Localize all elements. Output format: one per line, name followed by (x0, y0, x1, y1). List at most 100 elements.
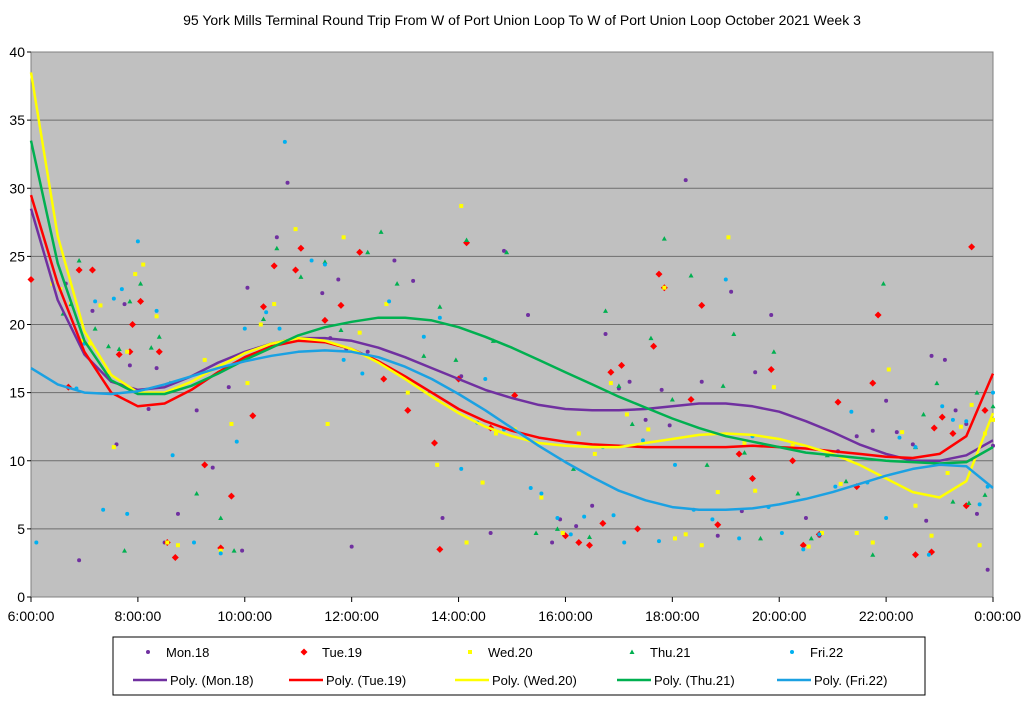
data-point (940, 404, 945, 409)
data-point (154, 366, 159, 371)
data-point (742, 441, 747, 446)
data-point (934, 380, 940, 386)
data-point (138, 281, 144, 286)
data-point (974, 511, 979, 516)
data-point (769, 312, 774, 317)
data-point (603, 308, 609, 313)
data-point (897, 435, 902, 440)
data-point (991, 417, 995, 422)
data-point (741, 450, 747, 455)
data-point (242, 326, 247, 331)
data-point (808, 535, 814, 541)
data-point (129, 321, 137, 328)
data-point (795, 490, 801, 496)
data-point (464, 540, 469, 545)
data-point (77, 558, 82, 563)
data-point (673, 536, 678, 541)
data-point (127, 363, 132, 368)
data-point (404, 406, 412, 414)
data-point (421, 353, 427, 358)
data-point (459, 466, 464, 471)
data-point (834, 398, 842, 406)
x-tick-label: 8:00:00 (115, 608, 162, 624)
data-point (526, 312, 531, 317)
data-point (599, 519, 607, 527)
data-point (483, 377, 488, 381)
data-point (431, 439, 439, 447)
data-point (981, 406, 989, 414)
data-point (175, 543, 180, 548)
data-point (116, 346, 122, 352)
data-point (910, 442, 915, 447)
data-point (539, 491, 544, 496)
data-point (869, 379, 877, 387)
data-point (435, 462, 440, 467)
data-point (154, 308, 159, 313)
data-point (964, 419, 969, 424)
data-point (715, 533, 720, 538)
data-point (90, 308, 95, 313)
data-point (819, 530, 824, 535)
data-point (274, 245, 280, 251)
data-point (171, 553, 179, 561)
data-point (111, 445, 116, 450)
data-point (170, 453, 175, 458)
data-point (79, 338, 84, 343)
data-point (585, 541, 593, 549)
data-point (838, 481, 843, 486)
data-point (76, 257, 82, 263)
data-point (218, 548, 223, 553)
data-point (341, 357, 346, 362)
gridlines (31, 119, 993, 530)
data-point (753, 370, 758, 375)
data-point (141, 262, 146, 267)
data-point (806, 544, 811, 549)
data-point (982, 492, 988, 497)
data-point (894, 430, 899, 435)
data-point (886, 367, 891, 372)
data-point (715, 490, 720, 495)
data-point (629, 421, 635, 426)
x-tick-label: 18:00:00 (645, 608, 700, 624)
data-point (737, 536, 742, 541)
data-point (365, 249, 371, 255)
data-point (539, 495, 544, 500)
y-tick-label: 20 (9, 317, 25, 333)
data-point (504, 249, 510, 255)
data-point (926, 552, 931, 557)
data-point (938, 413, 946, 421)
legend-marker (468, 650, 472, 654)
data-point (75, 266, 83, 274)
data-point (322, 259, 328, 264)
data-point (974, 390, 980, 395)
data-point (245, 381, 250, 386)
data-point (125, 349, 130, 354)
data-point (264, 310, 269, 315)
data-point (699, 379, 704, 384)
data-point (618, 361, 626, 369)
data-point (272, 302, 277, 307)
data-point (218, 551, 223, 556)
y-tick-label: 35 (9, 112, 25, 128)
x-tick-label: 12:00:00 (324, 608, 379, 624)
data-point (550, 540, 555, 545)
data-point (950, 499, 956, 504)
data-point (949, 430, 957, 437)
x-tick-label: 16:00:00 (538, 608, 593, 624)
data-point (554, 526, 560, 531)
data-point (699, 543, 704, 548)
data-point (480, 480, 485, 485)
data-point (98, 303, 103, 308)
y-tick-label: 15 (9, 385, 25, 401)
data-point (749, 474, 756, 482)
data-point (880, 281, 886, 286)
data-point (570, 466, 576, 471)
data-point (453, 357, 459, 362)
data-point (555, 515, 560, 520)
data-point (227, 492, 235, 500)
data-point (950, 417, 955, 422)
data-point (607, 368, 615, 376)
data-point (723, 277, 728, 282)
data-point (643, 417, 648, 422)
